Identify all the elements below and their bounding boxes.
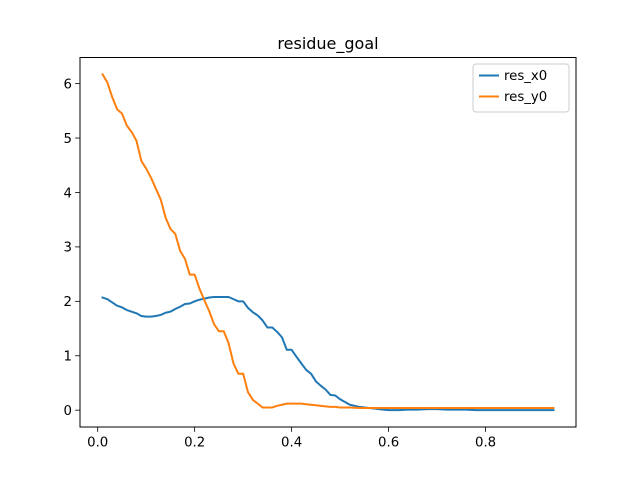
chart-title: residue_goal [277, 34, 378, 54]
plot-area-frame [79, 57, 577, 428]
series-line-res_x0 [101, 295, 555, 412]
series-layer [101, 72, 555, 412]
legend-label-res_x0: res_x0 [504, 69, 547, 84]
y-tick-label: 6 [64, 77, 72, 92]
y-tick-label: 2 [64, 295, 72, 310]
series-line-res_y0 [101, 72, 555, 410]
x-tick-label: 0.4 [281, 436, 302, 451]
y-tick-label: 5 [64, 132, 72, 147]
y-axis: 0 1 2 3 4 5 6 [64, 77, 80, 419]
y-tick-label: 3 [64, 241, 72, 256]
legend-label-res_y0: res_y0 [504, 90, 547, 105]
x-tick-label: 0.8 [475, 436, 496, 451]
x-tick-label: 0.0 [87, 436, 108, 451]
x-tick-label: 0.2 [184, 436, 205, 451]
x-tick-label: 0.6 [378, 436, 399, 451]
legend: res_x0 res_y0 [472, 63, 570, 113]
y-tick-label: 0 [64, 404, 72, 419]
y-tick-label: 1 [64, 350, 72, 365]
y-tick-label: 4 [64, 186, 72, 201]
x-axis: 0.0 0.2 0.4 0.6 0.8 [87, 427, 496, 451]
